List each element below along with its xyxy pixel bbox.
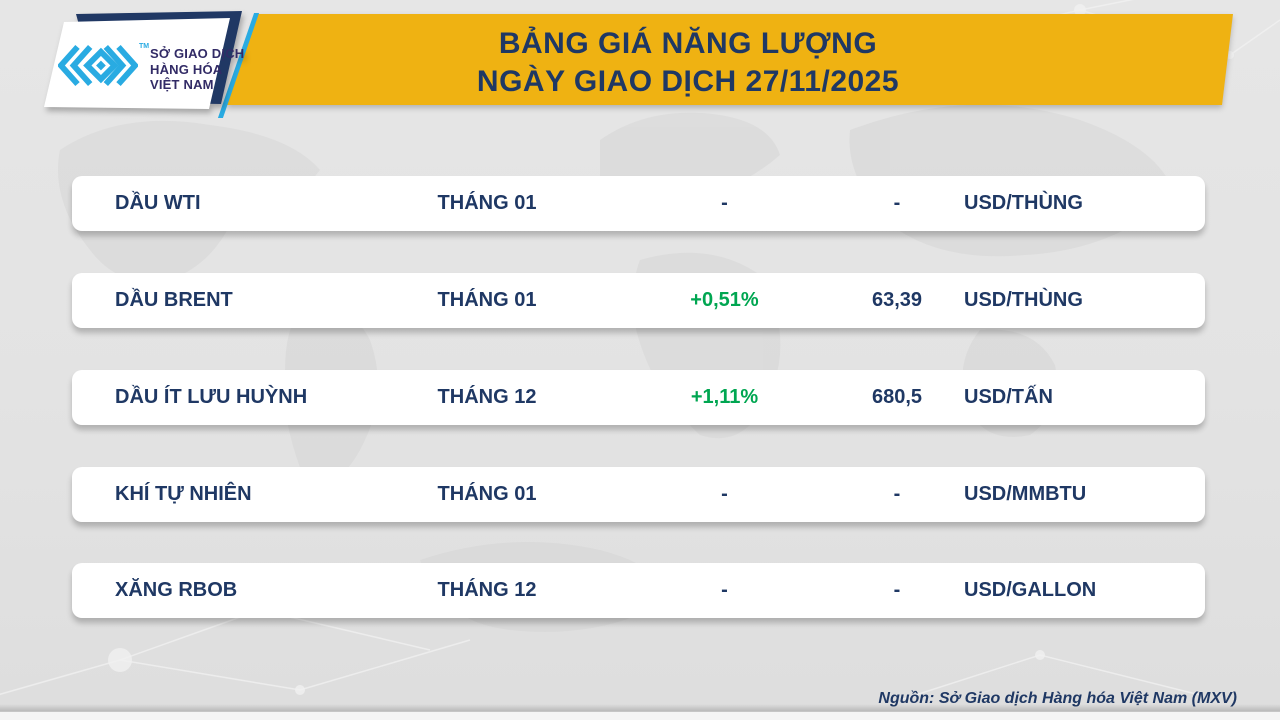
contract-month: THÁNG 01 <box>437 192 537 214</box>
price-row-dau-it-luu-huynh: DẦU ÍT LƯU HUỲNH THÁNG 12 +1,11% 680,5 U… <box>72 370 1205 425</box>
contract-month: THÁNG 12 <box>437 386 537 408</box>
logo-org-line2: HÀNG HÓA <box>150 61 223 77</box>
unit-label: USD/TẤN <box>964 386 1053 408</box>
header-banner-wrap: BẢNG GIÁ NĂNG LƯỢNG NGÀY GIAO DỊCH 27/11… <box>0 0 1280 120</box>
price-value: - <box>893 579 901 601</box>
page-title-line2: NGÀY GIAO DỊCH 27/11/2025 <box>476 65 900 98</box>
canvas-bottom-shadow <box>0 704 1280 711</box>
price-row-xang-rbob: XĂNG RBOB THÁNG 12 - - USD/GALLON <box>72 563 1205 618</box>
price-value: 680,5 <box>871 386 923 408</box>
header-banner <box>226 14 1233 105</box>
unit-label: USD/THÙNG <box>964 192 1083 214</box>
price-value: 63,39 <box>871 289 923 311</box>
unit-label: USD/GALLON <box>964 579 1097 601</box>
price-value: - <box>893 192 901 214</box>
commodity-name: KHÍ TỰ NHIÊN <box>115 483 252 505</box>
commodity-name: DẦU WTI <box>115 192 201 214</box>
source-attribution: Nguồn: Sở Giao dịch Hàng hóa Việt Nam (M… <box>878 690 1237 707</box>
percent-change: - <box>721 579 728 601</box>
mxv-logo-mark-icon <box>58 45 138 86</box>
contract-month: THÁNG 01 <box>437 483 537 505</box>
logo-org-line3: VIỆT NAM <box>150 77 214 92</box>
bottom-strip <box>0 711 1280 720</box>
logo-org-name: SỞ GIAO DỊCH HÀNG HÓA VIỆT NAM <box>150 46 244 93</box>
contract-month: THÁNG 12 <box>437 579 537 601</box>
commodity-name: XĂNG RBOB <box>115 579 238 601</box>
price-row-khi-tu-nhien: KHÍ TỰ NHIÊN THÁNG 01 - - USD/MMBTU <box>72 467 1205 522</box>
trademark-symbol: TM <box>139 43 150 50</box>
price-row-dau-wti: DẦU WTI THÁNG 01 - - USD/THÙNG <box>72 176 1205 231</box>
contract-month: THÁNG 01 <box>437 289 537 311</box>
page-title-line1: BẢNG GIÁ NĂNG LƯỢNG <box>498 27 878 60</box>
commodity-name: DẦU ÍT LƯU HUỲNH <box>115 386 308 408</box>
unit-label: USD/MMBTU <box>964 483 1087 505</box>
mxv-logo: TM SỞ GIAO DỊCH HÀNG HÓA VIỆT NAM <box>40 10 250 116</box>
percent-change: +1,11% <box>690 386 759 408</box>
page-title: BẢNG GIÁ NĂNG LƯỢNG NGÀY GIAO DỊCH 27/11… <box>258 25 1118 101</box>
logo-org-line1: SỞ GIAO DỊCH <box>150 46 245 61</box>
commodity-name: DẦU BRENT <box>115 289 233 311</box>
percent-change: +0,51% <box>690 289 759 311</box>
percent-change: - <box>721 483 728 505</box>
unit-label: USD/THÙNG <box>964 289 1083 311</box>
price-value: - <box>893 483 901 505</box>
percent-change: - <box>721 192 728 214</box>
price-row-dau-brent: DẦU BRENT THÁNG 01 +0,51% 63,39 USD/THÙN… <box>72 273 1205 328</box>
